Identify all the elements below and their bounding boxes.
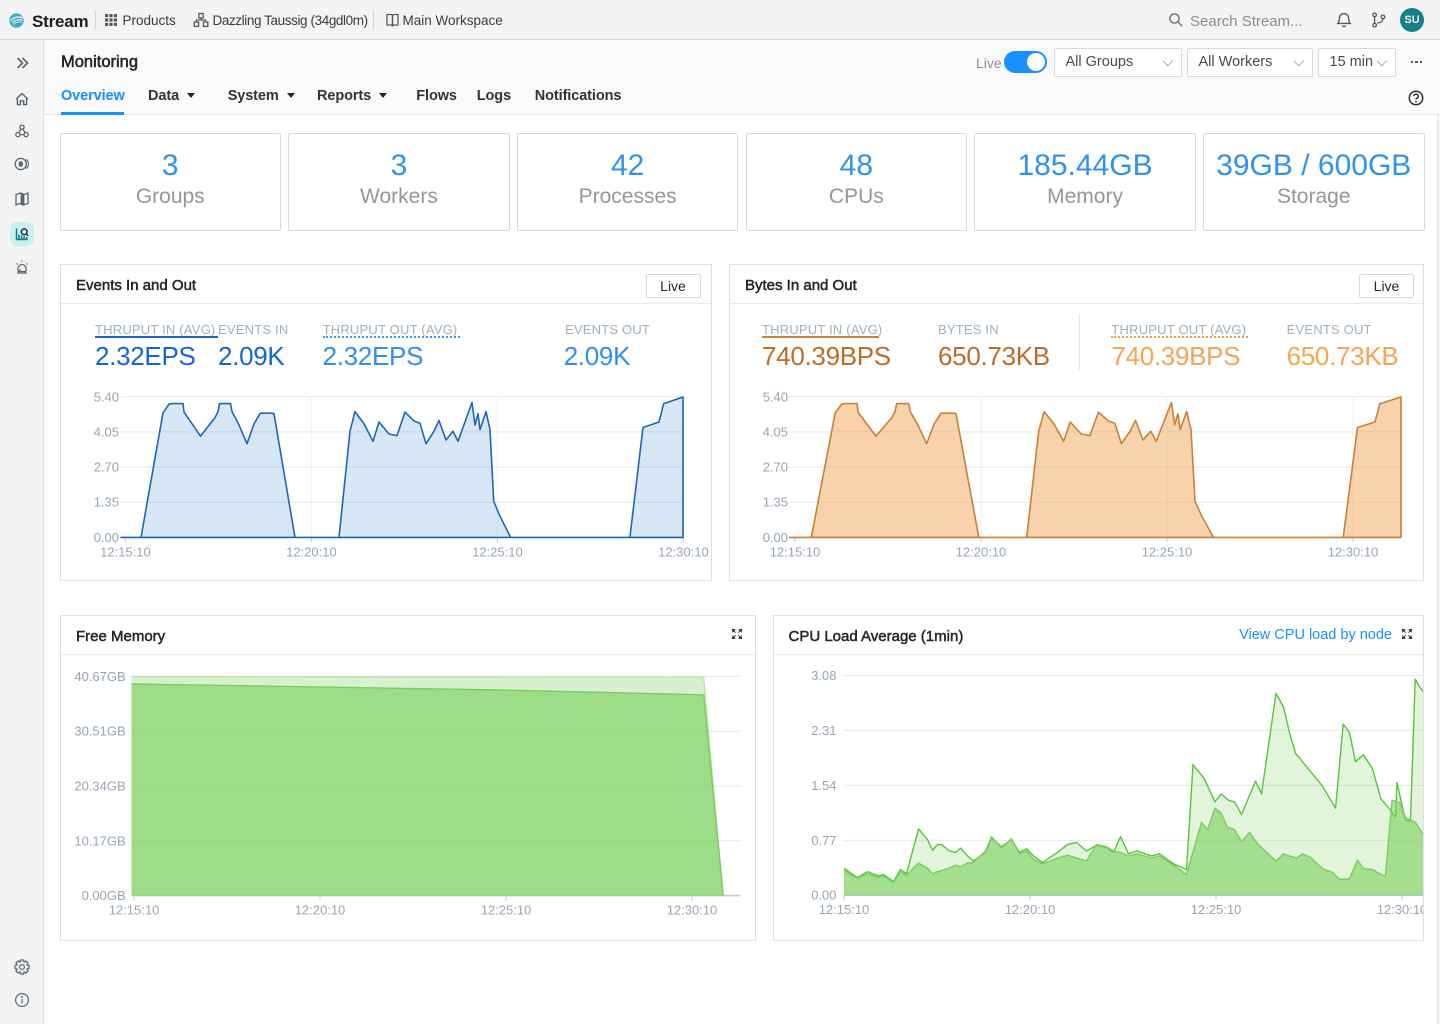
svg-text:12:20:10: 12:20:10 — [295, 903, 346, 918]
svg-text:40.67GB: 40.67GB — [74, 669, 125, 684]
svg-text:3.08: 3.08 — [811, 668, 836, 683]
svg-text:12:25:10: 12:25:10 — [472, 544, 523, 559]
svg-text:20.34GB: 20.34GB — [74, 779, 125, 794]
svg-text:12:15:10: 12:15:10 — [109, 903, 160, 918]
svg-text:0.00: 0.00 — [811, 888, 836, 903]
svg-text:10.17GB: 10.17GB — [74, 833, 125, 848]
svg-text:12:30:10: 12:30:10 — [667, 903, 718, 918]
svg-text:4.05: 4.05 — [763, 424, 788, 439]
svg-text:12:15:10: 12:15:10 — [100, 544, 151, 559]
svg-text:0.00GB: 0.00GB — [82, 888, 126, 903]
svg-text:1.54: 1.54 — [811, 778, 836, 793]
svg-text:12:15:10: 12:15:10 — [770, 544, 821, 559]
svg-text:12:25:10: 12:25:10 — [1190, 902, 1241, 917]
svg-text:1.35: 1.35 — [763, 495, 788, 510]
svg-text:12:30:10: 12:30:10 — [1328, 544, 1379, 559]
svg-text:2.70: 2.70 — [94, 460, 119, 475]
svg-text:12:30:10: 12:30:10 — [1376, 902, 1423, 917]
svg-text:12:20:10: 12:20:10 — [956, 544, 1007, 559]
svg-text:12:25:10: 12:25:10 — [481, 903, 532, 918]
svg-text:0.77: 0.77 — [811, 833, 836, 848]
svg-text:0.00: 0.00 — [94, 530, 119, 545]
svg-text:12:20:10: 12:20:10 — [1004, 902, 1055, 917]
svg-text:1.35: 1.35 — [94, 495, 119, 510]
svg-text:4.05: 4.05 — [94, 424, 119, 439]
svg-text:2.70: 2.70 — [763, 460, 788, 475]
svg-text:5.40: 5.40 — [763, 389, 788, 404]
svg-text:12:25:10: 12:25:10 — [1142, 544, 1193, 559]
svg-text:0.00: 0.00 — [763, 530, 788, 545]
svg-text:12:20:10: 12:20:10 — [286, 544, 337, 559]
svg-text:12:15:10: 12:15:10 — [818, 902, 869, 917]
svg-text:30.51GB: 30.51GB — [74, 724, 125, 739]
svg-text:12:30:10: 12:30:10 — [658, 544, 709, 559]
svg-text:2.31: 2.31 — [811, 723, 836, 738]
svg-text:5.40: 5.40 — [94, 389, 119, 404]
